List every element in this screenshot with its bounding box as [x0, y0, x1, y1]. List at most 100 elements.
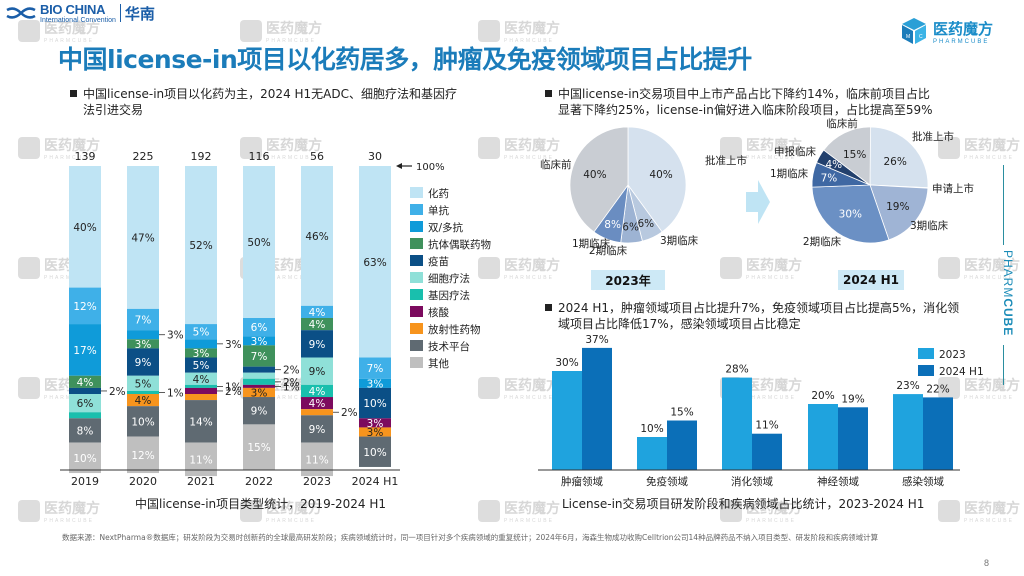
data-label: 14% — [189, 416, 212, 428]
bar-segment-基因疗法 — [301, 384, 333, 398]
bar-segment-技术平台 — [359, 436, 391, 467]
legend-swatch — [410, 238, 423, 249]
bar-2024 H1 — [838, 407, 868, 470]
data-label: 10% — [131, 416, 154, 428]
pharmcube-cube-icon: M C — [902, 18, 926, 44]
left-bullet-line1: 中国license-in项目以化药为主，2024 H1无ADC、细胞疗法和基因疗 — [83, 87, 457, 101]
data-label: 6% — [251, 322, 268, 334]
data-label: 5% — [193, 360, 210, 372]
bar-segment-双/多抗 — [185, 339, 217, 349]
right-bullet1-line1: 中国license-in交易项目中上市产品占比下降约14%，临床前项目占比 — [558, 87, 930, 101]
pie-slice-2期临床 — [811, 184, 890, 244]
legend-label: 单抗 — [428, 204, 449, 217]
legend-swatch — [410, 357, 423, 368]
bar-segment-疫苗 — [359, 387, 391, 419]
legend-label: 基因疗法 — [428, 289, 470, 302]
bar-value-label: 10% — [640, 423, 663, 435]
pie-slice-批准上市 — [869, 126, 929, 189]
legend-swatch — [410, 272, 423, 283]
right-bullet-stage-text: 中国license-in交易项目中上市产品占比下降约14%，临床前项目占比 显著… — [545, 86, 975, 118]
right-bullet2-line1: 2024 H1，肿瘤领域项目占比提升7%，免疫领域项目占比提高5%，消化领 — [558, 301, 960, 315]
bar-segment-细胞疗法 — [127, 375, 159, 391]
legend-item-单抗: 单抗 — [410, 204, 449, 217]
bar-segment-基因疗法 — [185, 384, 217, 388]
bar-segment-疫苗 — [243, 366, 275, 373]
bar-segment-核酸 — [243, 384, 275, 388]
data-label: 9% — [251, 406, 268, 418]
bar-value-label: 37% — [585, 334, 608, 346]
data-label: 10% — [73, 453, 96, 465]
x-tick-label: 2024 H1 — [352, 475, 399, 488]
outside-data-label: 2% — [283, 377, 300, 389]
bar-segment-基因疗法 — [69, 412, 101, 419]
bar-segment-抗体偶联药物 — [127, 339, 159, 349]
bio-china-subtitle: International Convention — [40, 17, 116, 24]
data-label: 7% — [135, 315, 152, 327]
legend-item-化药: 化药 — [410, 187, 449, 200]
legend-swatch — [410, 289, 423, 300]
data-label: 11% — [189, 454, 212, 466]
bar-total-label: 225 — [133, 150, 154, 163]
bar-value-label: 15% — [670, 407, 693, 419]
legend-label: 2024 H1 — [939, 366, 984, 378]
bar-segment-技术平台 — [127, 406, 159, 437]
pie-category-label: 申报临床 — [774, 145, 816, 158]
bar-segment-化药 — [69, 166, 101, 288]
legend-swatch — [410, 323, 423, 334]
data-label: 8% — [77, 425, 94, 437]
outside-data-label: 3% — [225, 339, 242, 351]
legend-label: 双/多抗 — [428, 221, 464, 234]
bar-group-免疫领域: 10% 15% — [637, 407, 697, 470]
data-label: 12% — [73, 301, 96, 313]
pharmcube-logo-en: PHARMCUBE — [933, 38, 990, 45]
side-brand-strip: PHARMCUBE — [993, 165, 1015, 415]
bar-segment-双/多抗 — [69, 324, 101, 376]
x-tick-label: 肿瘤领域 — [561, 475, 603, 488]
legend-swatch — [410, 187, 423, 198]
bar-segment-细胞疗法 — [301, 357, 333, 385]
legend-item-双/多抗: 双/多抗 — [410, 221, 464, 234]
bar-segment-核酸 — [301, 397, 333, 410]
bar-group-消化领域: 28% 11% — [722, 364, 782, 470]
page-number: 8 — [984, 558, 990, 568]
legend-item-抗体偶联药物: 抗体偶联药物 — [410, 238, 491, 251]
legend-label: 抗体偶联药物 — [428, 238, 491, 251]
legend-item-基因疗法: 基因疗法 — [410, 289, 470, 302]
bar-segment-基因疗法 — [243, 378, 275, 385]
pie-category-label: 1期临床 — [770, 167, 809, 180]
legend-item-2024 H1: 2024 H1 — [918, 365, 984, 378]
watermark-cube-icon — [478, 20, 500, 42]
bar-segment-单抗 — [69, 287, 101, 325]
legend-item-细胞疗法: 细胞疗法 — [410, 272, 470, 285]
legend-swatch — [918, 365, 934, 376]
data-label: 4% — [309, 307, 326, 319]
bar-segment-核酸 — [185, 387, 217, 394]
legend-item-疫苗: 疫苗 — [410, 255, 449, 268]
data-label: 9% — [309, 366, 326, 378]
watermark-cube-icon — [240, 20, 262, 42]
data-label: 3% — [367, 378, 384, 390]
x-tick-label: 2022 — [245, 475, 273, 488]
bar-group-神经领域: 20% 19% — [808, 390, 868, 470]
legend-item-放射性药物: 放射性药物 — [410, 323, 481, 336]
data-label: 10% — [363, 447, 386, 459]
bar-segment-其他 — [127, 436, 159, 474]
bar-segment-放射性药物 — [185, 394, 217, 401]
bio-china-city: 华南 — [124, 4, 155, 23]
left-bullet-line2: 法引进交易 — [83, 103, 144, 117]
legend-swatch — [410, 204, 423, 215]
logo-divider — [119, 4, 121, 22]
side-brand-part1: PHARM — [1001, 250, 1015, 299]
x-tick-label: 2021 — [187, 475, 215, 488]
bar-segment-核酸 — [359, 418, 391, 428]
x-tick-label: 2023 — [303, 475, 331, 488]
data-label: 5% — [135, 378, 152, 390]
bullet-square-icon — [545, 304, 552, 311]
legend-item-2023: 2023 — [918, 348, 966, 361]
legend-item-核酸: 核酸 — [410, 306, 449, 319]
left-chart-caption: 中国license-in项目类型统计，2019-2024 H1 — [135, 497, 387, 511]
legend-swatch — [410, 340, 423, 351]
bar-total-label: 56 — [310, 150, 324, 163]
legend-label: 放射性药物 — [428, 323, 481, 336]
